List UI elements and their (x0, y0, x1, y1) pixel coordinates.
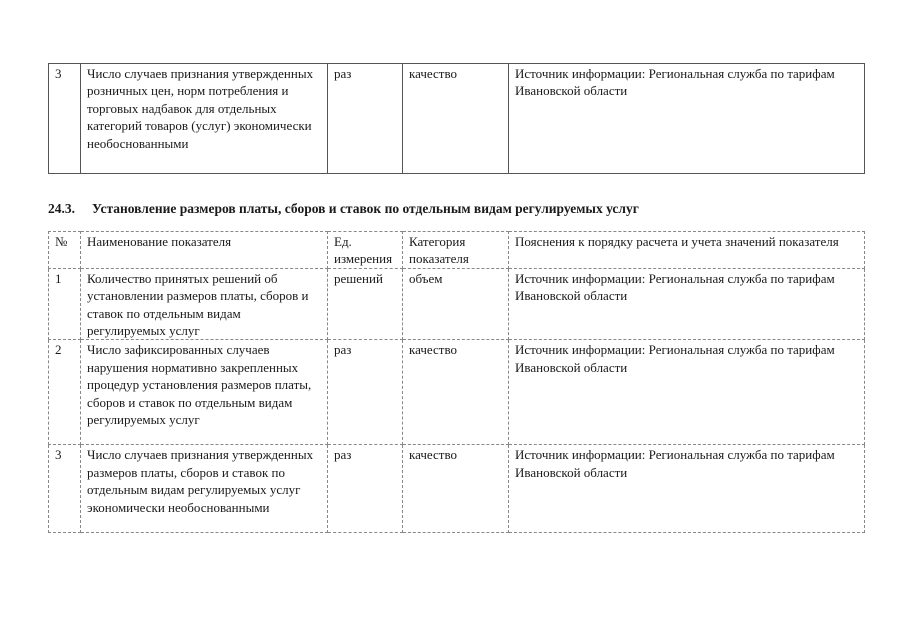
cell-num: 3 (48, 444, 81, 534)
cell-category: объем (402, 267, 509, 341)
table-row: 2 Число зафиксированных случаев нарушени… (48, 339, 865, 446)
header-unit: Ед. измерения (327, 231, 403, 269)
table-row: 1 Количество принятых решений об установ… (48, 267, 865, 341)
table-header-row: № Наименование показателя Ед. измерения … (48, 231, 865, 269)
cell-unit: раз (327, 63, 403, 174)
header-category: Категория показателя (402, 231, 509, 269)
cell-category: качество (402, 63, 509, 174)
indicators-table: № Наименование показателя Ед. измерения … (48, 231, 865, 534)
indicators-table-continued: 3 Число случаев признания утвержденных р… (48, 63, 865, 174)
cell-unit: раз (327, 444, 403, 534)
cell-notes: Источник информации: Региональная служба… (508, 267, 865, 341)
cell-num: 2 (48, 339, 81, 446)
header-notes: Пояснения к порядку расчета и учета знач… (508, 231, 865, 269)
cell-notes: Источник информации: Региональная служба… (508, 339, 865, 446)
cell-notes: Источник информации: Региональная служба… (508, 63, 865, 174)
cell-num: 1 (48, 267, 81, 341)
cell-name: Число случаев признания утвержденных раз… (80, 444, 328, 534)
cell-name: Количество принятых решений об установле… (80, 267, 328, 341)
section-number: 24.3. (48, 201, 75, 216)
table-row: 3 Число случаев признания утвержденных р… (48, 444, 865, 534)
cell-notes: Источник информации: Региональная служба… (508, 444, 865, 534)
header-num: № (48, 231, 81, 269)
cell-unit: раз (327, 339, 403, 446)
cell-category: качество (402, 444, 509, 534)
cell-name: Число зафиксированных случаев нарушения … (80, 339, 328, 446)
cell-num: 3 (48, 63, 81, 174)
cell-unit: решений (327, 267, 403, 341)
header-name: Наименование показателя (80, 231, 328, 269)
cell-category: качество (402, 339, 509, 446)
section-title: Установление размеров платы, сборов и ст… (92, 201, 639, 216)
table-row: 3 Число случаев признания утвержденных р… (48, 63, 865, 174)
section-heading: 24.3. Установление размеров платы, сборов… (48, 201, 639, 217)
cell-name: Число случаев признания утвержденных роз… (80, 63, 328, 174)
